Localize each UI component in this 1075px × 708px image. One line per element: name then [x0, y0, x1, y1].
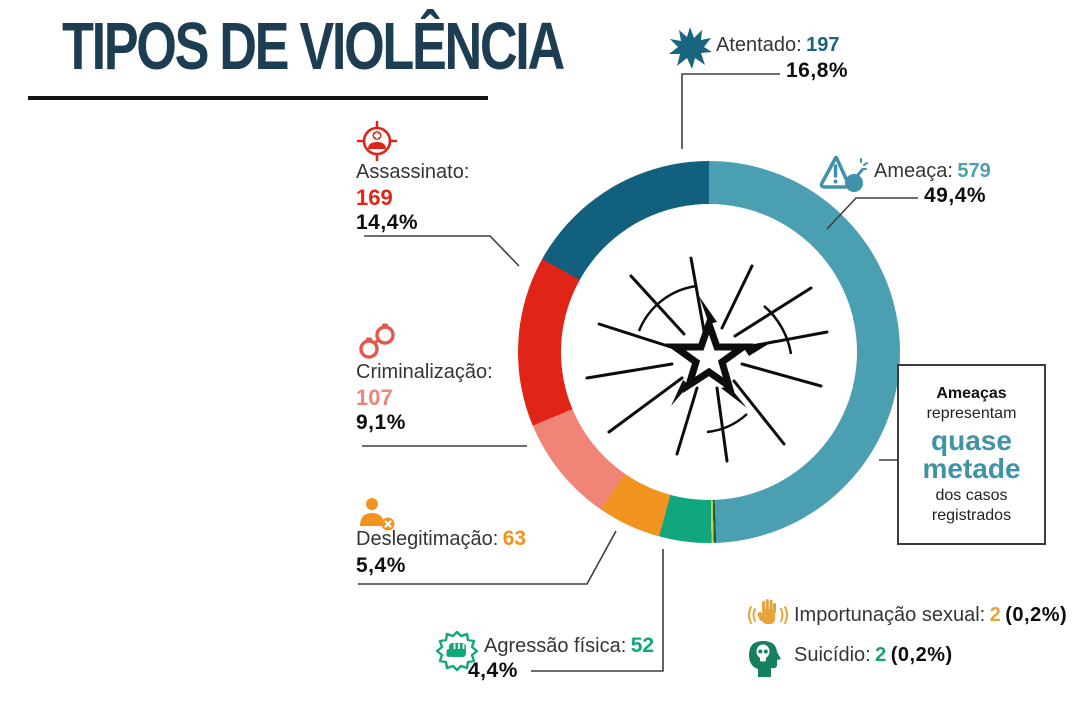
person-x-icon [360, 498, 395, 531]
warning-bomb-icon [819, 155, 868, 192]
page-title: TIPOS DE VIOLÊNCIA [62, 9, 565, 84]
broken-glass-illustration [585, 256, 829, 463]
callout-line1: Ameaças [936, 384, 1007, 402]
legend-assassinato: Assassinato: 169 14,4% [356, 160, 469, 235]
legend-label: Assassinato: [356, 161, 470, 183]
connector-assassinato [364, 235, 520, 267]
target-person-icon [356, 120, 398, 162]
legend-agressao-pct: 4,4% [468, 659, 518, 682]
head-skull-icon [749, 641, 781, 677]
legend-atentado: Atentado: 197 [716, 34, 839, 57]
legend-agressao: Agressão física: 52 [484, 634, 654, 658]
legend-importunacao: Importunação sexual: 2 (0,2%) [794, 604, 1067, 627]
legend-ameaca-pct: 49,4% [924, 184, 987, 207]
legend-value: 169 [356, 185, 393, 210]
legend-value: 2 [989, 604, 1001, 626]
legend-atentado-pct: 16,8% [786, 59, 849, 82]
legend-pct: (0,2%) [1005, 604, 1068, 626]
callout-highlight: quase metade [922, 424, 1021, 484]
legend-ameaca: Ameaça: 579 [874, 160, 991, 183]
fist-burst-icon [436, 630, 478, 672]
legend-value: 107 [356, 385, 393, 410]
legend-label: Suicídio: [794, 644, 871, 666]
callout-line3: dos casos registrados [931, 486, 1012, 524]
legend-pct: (0,2%) [890, 644, 953, 666]
legend-label: Importunação sexual: [794, 604, 986, 626]
connector-atentado [681, 73, 780, 149]
legend-value: 52 [630, 634, 655, 657]
legend-label: Deslegitimação: [356, 528, 499, 550]
legend-label: Criminalização: [356, 361, 493, 383]
callout-box: Ameaças representam quase metade dos cas… [897, 364, 1046, 545]
title-underline [28, 96, 488, 100]
legend-value: 579 [957, 160, 991, 182]
legend-label: Atentado: [716, 34, 802, 56]
legend-value: 2 [875, 644, 887, 666]
legend-value: 63 [502, 527, 527, 550]
handcuffs-icon [359, 323, 395, 359]
legend-value: 197 [806, 34, 840, 56]
legend-label: Agressão física: [484, 635, 627, 657]
callout-line2: representam [926, 404, 1017, 422]
legend-suicidio: Suicídio: 2 (0,2%) [794, 644, 953, 667]
legend-criminalizacao: Criminalização: 107 9,1% [356, 360, 493, 435]
legend-deslegitimacao: Deslegitimação: 63 [356, 527, 526, 551]
legend-pct: 14,4% [356, 211, 419, 234]
legend-label: Ameaça: [874, 160, 953, 182]
raised-hand-icon [748, 599, 788, 624]
explosion-starburst-icon [669, 27, 712, 69]
legend-deslegitimacao-pct: 5,4% [356, 554, 406, 577]
legend-pct: 9,1% [356, 411, 406, 434]
